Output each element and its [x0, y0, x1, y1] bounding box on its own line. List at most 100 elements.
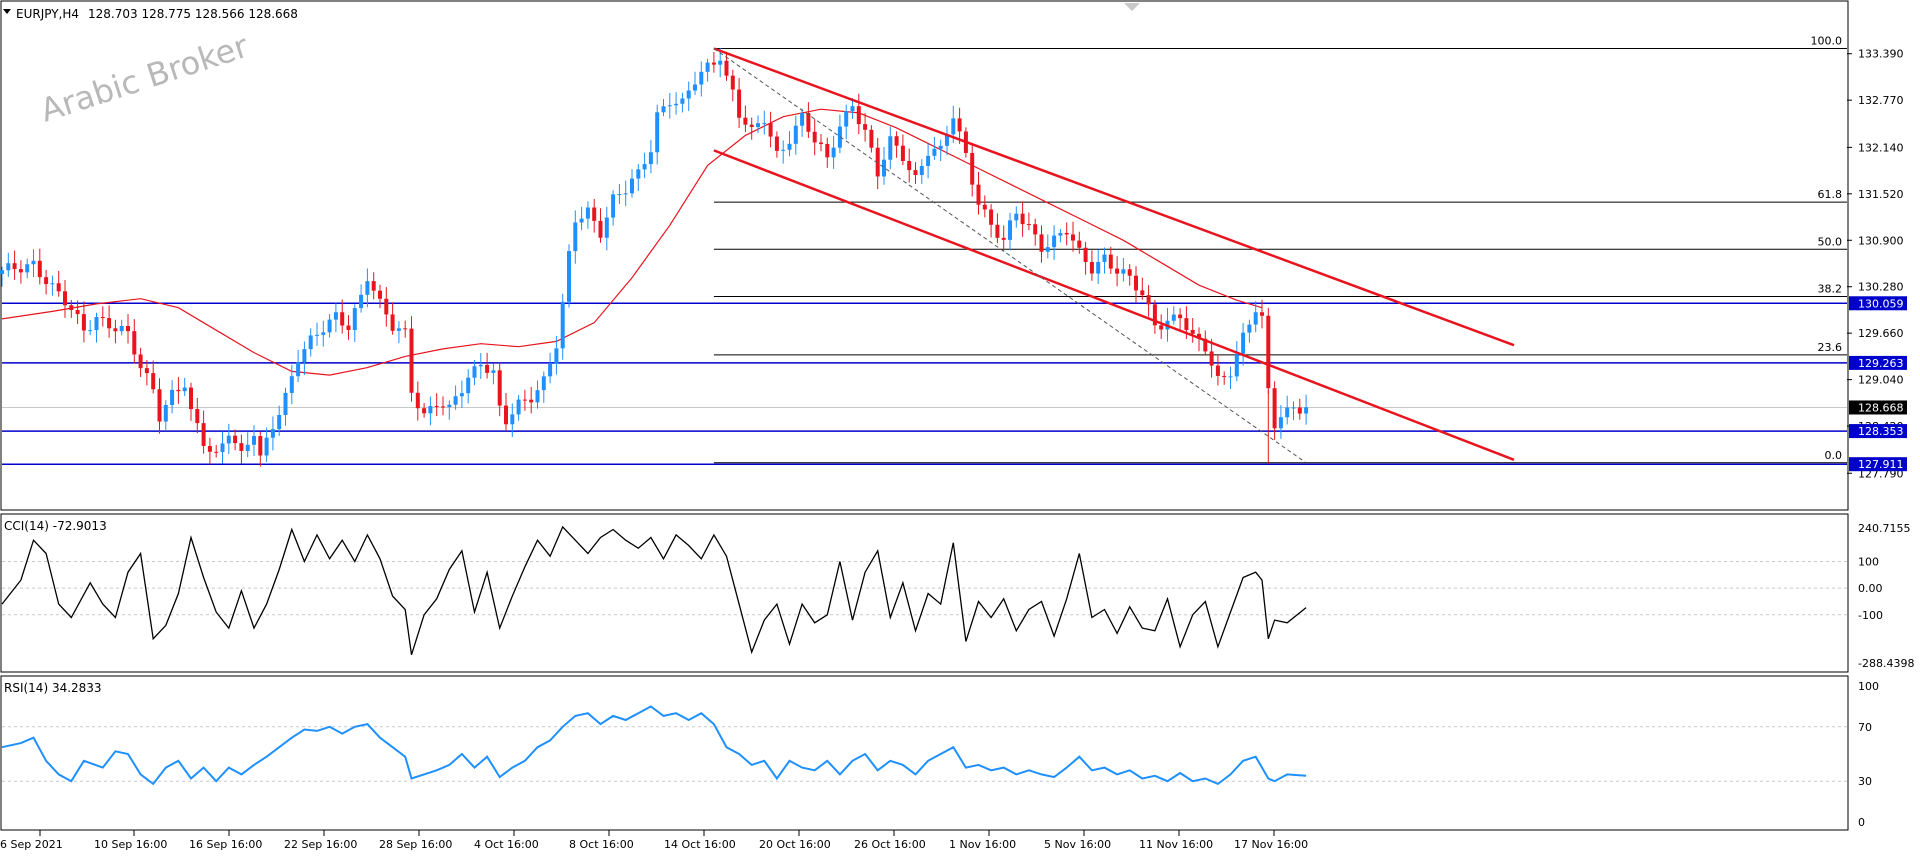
candle-body — [132, 331, 137, 355]
price-tick-label: 130.280 — [1858, 281, 1904, 294]
candle-body — [220, 443, 225, 452]
candle-body — [1020, 213, 1025, 225]
x-tick-label: 16 Sep 16:00 — [189, 838, 262, 851]
candle-body — [478, 364, 483, 367]
candle-body — [352, 308, 357, 330]
candle-body — [497, 370, 502, 406]
candle-body — [214, 451, 219, 453]
candle-body — [1285, 407, 1290, 418]
candle-body — [976, 184, 981, 205]
candle-body — [252, 436, 256, 445]
symbol-label: EURJPY,H4 — [16, 7, 79, 21]
candle-body — [882, 159, 886, 177]
candle-body — [1014, 213, 1019, 221]
candle-body — [850, 106, 855, 112]
x-tick-label: 20 Oct 16:00 — [759, 838, 831, 851]
candle-body — [1001, 237, 1006, 240]
rsi-panel-frame — [0, 675, 1849, 831]
candle-body — [491, 370, 496, 373]
candle-body — [913, 170, 918, 176]
candle-body — [1215, 365, 1220, 376]
candle-body — [674, 103, 679, 106]
dropdown-arrow-icon[interactable] — [3, 9, 11, 14]
rsi-tick-label: 0 — [1858, 816, 1865, 829]
candle-body — [1184, 318, 1189, 331]
candle-body — [1058, 232, 1063, 236]
candle-body — [384, 298, 389, 315]
candle-body — [333, 312, 338, 320]
candle-body — [592, 207, 597, 221]
price-tick-label: 129.040 — [1858, 374, 1904, 387]
price-tag-label: 129.263 — [1858, 357, 1904, 370]
candle-body — [630, 178, 634, 194]
candle-body — [567, 251, 571, 302]
candle-body — [711, 62, 716, 65]
price-tick-label: 129.660 — [1858, 327, 1904, 340]
moving-average-line — [1, 108, 1263, 376]
candle-body — [1260, 312, 1264, 316]
candle-body — [705, 62, 710, 72]
candle-body — [1083, 247, 1088, 262]
candle-body — [6, 263, 11, 271]
x-tick-label: 26 Oct 16:00 — [854, 838, 926, 851]
cci-panel-frame — [0, 513, 1849, 673]
price-tick-label: 130.900 — [1858, 234, 1904, 247]
candle-body — [655, 112, 660, 153]
cci-tick-label: 240.7155 — [1858, 522, 1911, 535]
candle-body — [907, 160, 912, 171]
candle-body — [1203, 338, 1208, 352]
candle-body — [1209, 351, 1214, 366]
candle-body — [466, 377, 471, 394]
candle-body — [1278, 417, 1283, 429]
candle-body — [472, 366, 477, 378]
rsi-tick-label: 100 — [1858, 680, 1879, 693]
fib-level-label: 23.6 — [1818, 341, 1843, 354]
candle-body — [359, 294, 364, 309]
candle-body — [888, 136, 893, 160]
candle-body — [1253, 312, 1258, 325]
candle-body — [1304, 407, 1309, 414]
candle-body — [239, 443, 244, 452]
candle-body — [863, 124, 868, 130]
candle-body — [573, 222, 578, 252]
price-tick-label: 133.390 — [1858, 48, 1904, 61]
candle-body — [1234, 353, 1239, 377]
candle-body — [434, 406, 439, 408]
fib-level-label: 0.0 — [1825, 449, 1843, 462]
candle-body — [1222, 375, 1227, 377]
candle-body — [296, 362, 301, 377]
candle-body — [699, 71, 704, 85]
x-tick-label: 10 Sep 16:00 — [94, 838, 167, 851]
candle-body — [308, 335, 313, 350]
candle-body — [81, 314, 86, 331]
current-price-tag — [1849, 400, 1907, 415]
candle-body — [623, 193, 628, 195]
x-tick-label: 22 Sep 16:00 — [284, 838, 357, 851]
cci-tick-label: -100 — [1858, 609, 1883, 622]
candle-body — [403, 328, 408, 330]
candle-body — [1064, 232, 1069, 235]
x-tick-label: 5 Nov 16:00 — [1044, 838, 1111, 851]
candle-body — [144, 368, 149, 374]
scroll-marker-icon[interactable] — [1124, 3, 1140, 11]
candle-body — [12, 263, 17, 270]
rsi-line — [1, 705, 1307, 786]
candle-body — [390, 314, 395, 331]
candle-body — [800, 113, 805, 126]
candle-body — [749, 124, 754, 128]
candle-body — [995, 224, 1000, 238]
candle-body — [686, 90, 691, 99]
candle-body — [113, 328, 118, 332]
candle-body — [730, 75, 735, 90]
candle-body — [270, 429, 275, 438]
candle-body — [138, 354, 143, 369]
x-tick-label: 6 Sep 2021 — [0, 838, 63, 851]
candle-body — [151, 373, 156, 390]
price-tag — [1849, 424, 1907, 439]
candle-body — [875, 147, 880, 177]
price-tag — [1849, 355, 1907, 370]
candle-body — [957, 118, 962, 132]
candle-body — [277, 414, 282, 430]
candle-body — [1052, 235, 1057, 248]
candle-body — [1272, 388, 1277, 429]
